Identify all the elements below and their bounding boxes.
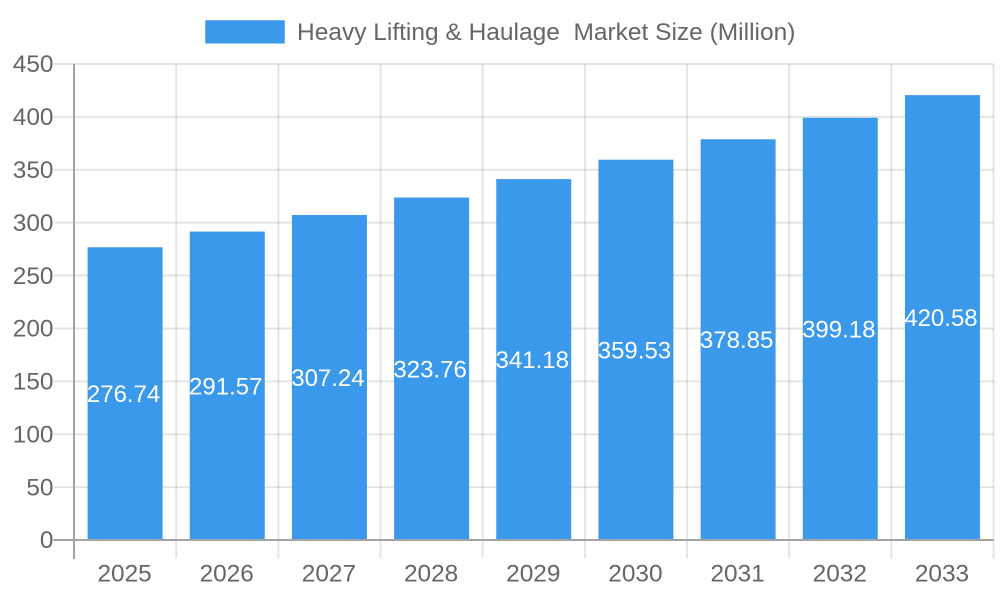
svg-text:2030: 2030: [608, 560, 662, 587]
svg-text:399.18: 399.18: [802, 316, 875, 343]
svg-text:2027: 2027: [302, 560, 356, 587]
svg-text:100: 100: [13, 421, 54, 448]
svg-text:2033: 2033: [915, 560, 969, 587]
svg-text:291.57: 291.57: [189, 373, 262, 400]
svg-text:50: 50: [26, 474, 53, 501]
svg-text:323.76: 323.76: [393, 356, 466, 383]
svg-text:300: 300: [13, 210, 54, 237]
svg-text:2029: 2029: [506, 560, 560, 587]
svg-text:378.85: 378.85: [700, 327, 773, 354]
svg-text:341.18: 341.18: [496, 347, 569, 374]
svg-text:2031: 2031: [710, 560, 764, 587]
svg-text:350: 350: [13, 157, 54, 184]
svg-text:450: 450: [13, 51, 54, 78]
svg-text:2028: 2028: [404, 560, 458, 587]
svg-text:400: 400: [13, 104, 54, 131]
svg-text:2025: 2025: [97, 560, 151, 587]
svg-text:276.74: 276.74: [87, 381, 160, 408]
svg-text:307.24: 307.24: [291, 365, 364, 392]
svg-text:150: 150: [13, 369, 54, 396]
svg-text:359.53: 359.53: [598, 337, 671, 364]
svg-text:2032: 2032: [813, 560, 867, 587]
svg-text:250: 250: [13, 263, 54, 290]
svg-text:420.58: 420.58: [904, 305, 977, 332]
svg-text:2026: 2026: [200, 560, 254, 587]
svg-text:Heavy Lifting & Haulage Marke: Heavy Lifting & Haulage Market Size (Mil…: [297, 19, 795, 46]
svg-text:0: 0: [40, 527, 54, 554]
svg-text:200: 200: [13, 316, 54, 343]
